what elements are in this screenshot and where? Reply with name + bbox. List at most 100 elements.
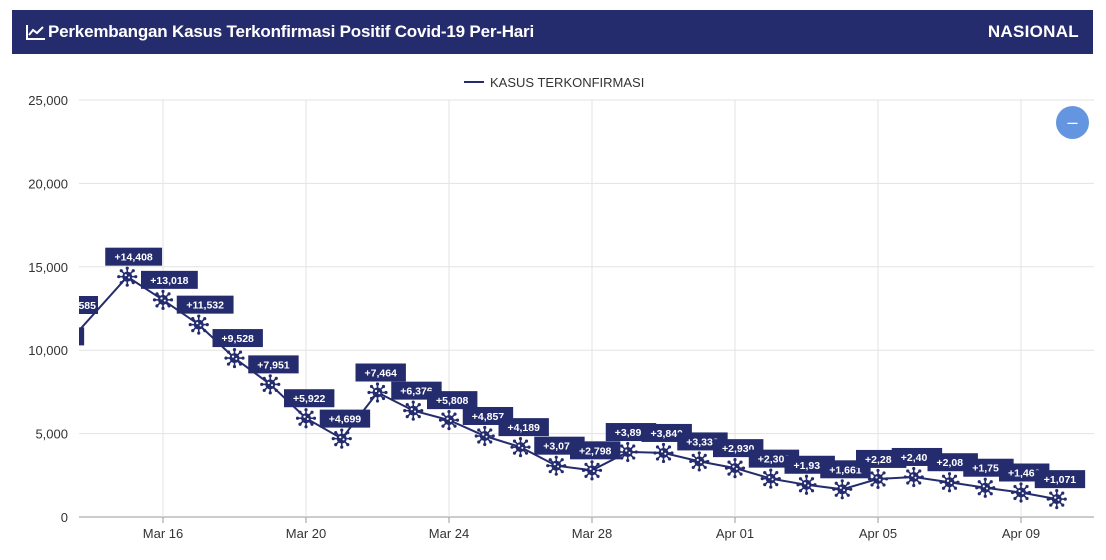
virus-spike-tip [912,466,916,471]
line-chart-icon [26,24,46,40]
virus-spike-tip [632,444,636,448]
virus-spike-tip [1019,482,1023,486]
data-label: 585 [78,300,96,312]
virus-spike-tip [298,422,302,426]
virus-spike-tip [268,391,272,395]
virus-spike-tip [411,400,415,404]
virus-spike-tip [403,409,407,413]
virus-spike-tip [953,474,958,478]
data-point [975,477,996,498]
virus-dot [875,476,878,479]
virus-spike-tip [724,466,729,470]
virus-dot [267,381,270,384]
virus-spike-tip [1049,503,1053,507]
virus-spike-tip [697,468,701,472]
data-label: +1,071 [1044,474,1077,486]
virus-spike-tip [447,427,451,431]
virus-dot [843,489,846,492]
virus-spike-tip [405,403,409,407]
virus-spike-tip [369,396,374,401]
virus-spike-tip [203,317,207,321]
data-point [653,442,674,464]
virus-spike-tip [417,403,421,407]
virus-spike-tip [1013,484,1017,489]
virus-spike-tip [381,396,386,401]
virus-spike-tip [975,486,979,490]
virus-spike-tip [191,329,195,333]
virus-spike-tip [617,450,621,454]
data-label: +2,400 [901,452,934,464]
virus-spike-tip [840,496,844,500]
header-title-group: Perkembangan Kasus Terkonfirmasi Positif… [26,22,534,42]
data-point [617,441,638,463]
virus-spike-tip [977,480,981,484]
virus-dot [553,463,556,466]
virus-spike-tip [653,451,657,455]
virus-spike-tip [512,439,517,443]
virus-spike-tip [775,471,779,475]
data-point [939,472,960,493]
virus-spike-tip [763,471,767,475]
virus-spike-tip [232,347,237,352]
virus-spike-tip [1046,497,1050,501]
data-label: +11,532 [186,300,224,312]
virus-spike-tip [161,306,165,310]
virus-spike-tip [226,350,231,354]
virus-body [229,353,240,364]
virus-spike-tip [741,466,746,470]
virus-spike-tip [554,455,558,459]
data-point [260,374,281,395]
virus-spike-tip [983,494,987,498]
virus-spike-tip [161,289,165,293]
virus-spike-tip [167,304,171,308]
data-point [760,468,781,489]
virus-spike-tip [804,474,809,478]
zoom-out-button[interactable]: – [1056,106,1089,139]
virus-body [908,471,919,482]
virus-spike-tip [1055,489,1059,493]
virus-spike-tip [346,443,350,447]
virus-dot [414,410,417,413]
virus-spike-tip [947,472,952,476]
data-point [152,289,174,310]
virus-dot [592,470,595,473]
virus-spike-tip [510,445,514,449]
virus-spike-tip [334,443,338,447]
virus-spike-tip [310,410,314,414]
virus-dot [199,324,202,327]
virus-spike-tip [274,388,278,392]
virus-spike-tip [697,451,701,455]
virus-spike-tip [727,460,731,464]
virus-body [479,430,490,441]
virus-spike-tip [620,456,624,460]
x-tick-label: Mar 24 [429,526,469,541]
data-label-box [427,391,478,410]
virus-spike-tip [620,444,624,448]
virus-spike-tip [804,491,809,495]
virus-spike-tip [527,445,531,449]
virus-dot [306,418,309,421]
virus-spike-tip [691,453,695,458]
virus-spike-tip [727,472,731,476]
virus-spike-tip [367,390,371,395]
x-tick-label: Apr 09 [1002,526,1040,541]
virus-body [336,433,347,444]
virus-spike-tip [548,458,552,462]
virus-spike-tip [441,424,445,428]
virus-spike-tip [340,428,344,432]
virus-spike-tip [956,480,960,484]
virus-spike-tip [777,477,781,481]
virus-dot [410,408,413,411]
virus-spike-tip [867,477,872,481]
virus-spike-tip [119,281,123,285]
virus-spike-tip [977,492,981,496]
data-label: +4,189 [507,422,540,434]
virus-dot [374,389,378,393]
data-point [438,410,460,431]
data-point [903,466,924,488]
data-point [581,460,603,481]
virus-body [1016,487,1026,498]
virus-spike-tip [655,457,660,461]
virus-spike-tip [560,458,564,462]
virus-spike-tip [1025,496,1029,501]
